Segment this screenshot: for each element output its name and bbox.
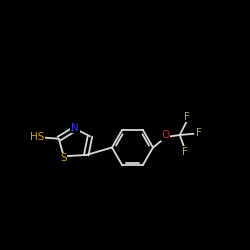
Text: S: S	[60, 153, 66, 163]
Text: F: F	[182, 147, 188, 157]
Text: O: O	[162, 130, 170, 140]
Text: F: F	[184, 112, 190, 122]
Text: HS: HS	[30, 132, 44, 142]
Text: N: N	[71, 123, 79, 133]
Text: F: F	[196, 128, 202, 138]
